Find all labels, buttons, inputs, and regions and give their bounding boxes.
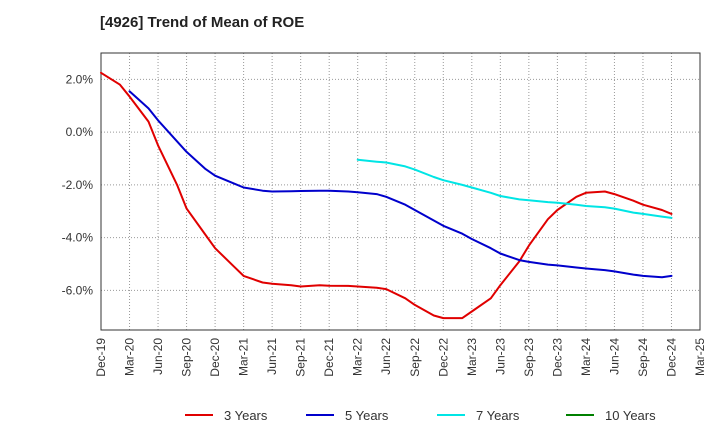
x-tick-label: Mar-20	[123, 338, 137, 376]
series-line-3-years	[100, 71, 673, 320]
y-tick-label: 0.0%	[66, 125, 94, 139]
x-tick-label: Mar-22	[351, 338, 365, 376]
legend-label: 7 Years	[476, 408, 520, 423]
y-tick-label: -4.0%	[62, 231, 94, 245]
legend-label: 10 Years	[605, 408, 656, 423]
x-tick-label: Sep-22	[408, 338, 422, 377]
x-tick-label: Jun-24	[607, 338, 621, 375]
series-lines	[100, 71, 673, 320]
axes: Dec-19 Mar-20 Jun-20 Sep-20 Dec-20 Mar-21 Jun-…	[62, 52, 707, 377]
series-line-7-years	[356, 158, 673, 219]
x-tick-label: Mar-23	[465, 338, 479, 376]
plot-frame	[100, 52, 701, 331]
legend-label: 3 Years	[224, 408, 268, 423]
x-tick-label: Sep-20	[180, 338, 194, 377]
x-tick-label: Dec-19	[94, 338, 108, 377]
x-tick-label: Sep-24	[636, 338, 650, 377]
y-tick-label: -2.0%	[62, 178, 94, 192]
x-tick-label: Sep-21	[294, 338, 308, 377]
x-tick-label: Dec-21	[322, 338, 336, 377]
x-tick-label: Mar-24	[579, 338, 593, 376]
series-line-5-years	[128, 90, 673, 279]
x-tick-label: Sep-23	[522, 338, 536, 377]
x-tick-label: Dec-24	[664, 338, 678, 377]
x-tick-label: Jun-22	[379, 338, 393, 375]
y-tick-label: -6.0%	[62, 283, 94, 297]
x-tick-label: Jun-21	[265, 338, 279, 375]
grid-lines	[101, 53, 700, 330]
legend-label: 5 Years	[345, 408, 389, 423]
x-tick-label: Mar-21	[237, 338, 251, 376]
x-tick-label: Dec-22	[436, 338, 450, 377]
x-tick-label: Jun-23	[493, 338, 507, 375]
x-tick-label: Jun-20	[151, 338, 165, 375]
y-tick-label: 2.0%	[66, 72, 94, 86]
legend: 3 Years 5 Years 7 Years 10 Years	[185, 408, 656, 423]
x-tick-label: Dec-23	[550, 338, 564, 377]
chart-title: [4926] Trend of Mean of ROE	[100, 14, 305, 31]
x-tick-label: Mar-25	[693, 338, 707, 376]
x-tick-label: Dec-20	[208, 338, 222, 377]
